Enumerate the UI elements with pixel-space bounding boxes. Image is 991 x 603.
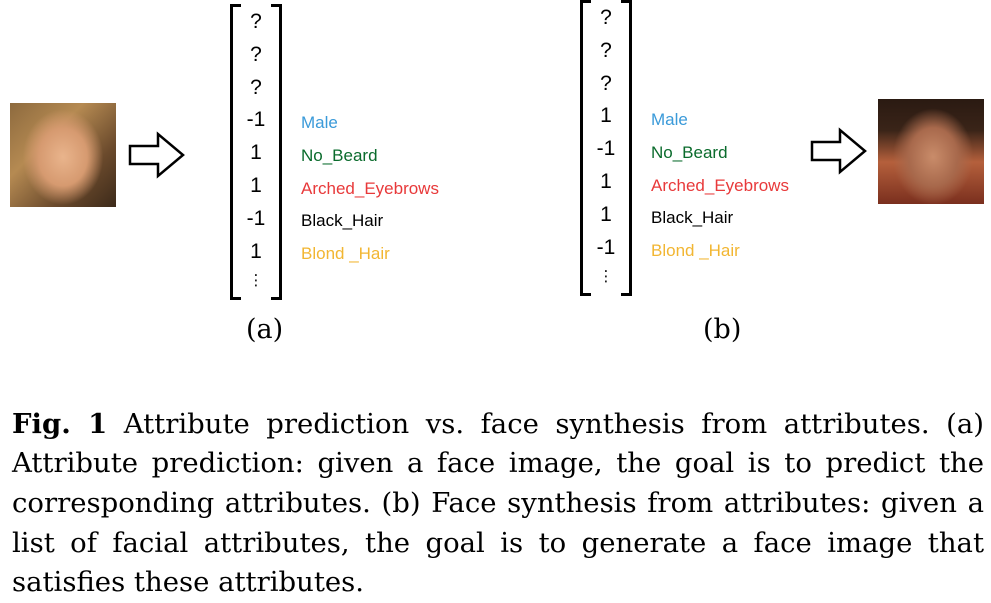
vector-value: -1 — [597, 232, 616, 265]
attribute-label: Male — [651, 104, 789, 137]
attribute-label: Male — [301, 107, 439, 140]
caption-lead: Fig. 1 — [12, 408, 107, 440]
attribute-label: Black_Hair — [651, 202, 789, 235]
synthesized-face-image — [878, 99, 984, 204]
attribute-label: Arched_Eyebrows — [651, 170, 789, 203]
right-arrow-icon — [128, 131, 186, 179]
vector-value: ? — [600, 2, 612, 35]
figure: ? ? ? -1 1 1 -1 1 ⋮ Male No_Beard Arched… — [0, 0, 991, 360]
vector-value: ? — [250, 39, 262, 72]
vector-value: 1 — [250, 170, 262, 203]
attribute-label: No_Beard — [301, 140, 439, 173]
attribute-label: Black_Hair — [301, 205, 439, 238]
vector-value: -1 — [247, 104, 266, 137]
vertical-ellipsis: ⋮ — [249, 268, 264, 292]
panel-label-b: (b) — [703, 314, 741, 345]
attribute-labels-a: Male No_Beard Arched_Eyebrows Black_Hair… — [301, 107, 439, 271]
vertical-ellipsis: ⋮ — [599, 264, 614, 288]
figure-caption: Fig. 1 Attribute prediction vs. face syn… — [12, 405, 984, 603]
attribute-label: Arched_Eyebrows — [301, 173, 439, 206]
vector-value: 1 — [600, 199, 612, 232]
input-face-image — [10, 103, 116, 207]
vector-value: ? — [250, 6, 262, 39]
panel-label-a: (a) — [246, 314, 283, 345]
vector-value: 1 — [250, 236, 262, 269]
caption-body: Attribute prediction vs. face synthesis … — [12, 408, 984, 599]
vector-value: -1 — [247, 203, 266, 236]
attribute-label: Blond _Hair — [301, 238, 439, 271]
vector-value: 1 — [250, 137, 262, 170]
attribute-vector-b: ? ? ? 1 -1 1 1 -1 ⋮ — [580, 0, 632, 296]
right-arrow-icon — [810, 127, 868, 175]
vector-value: ? — [600, 68, 612, 101]
attribute-label: No_Beard — [651, 137, 789, 170]
attribute-labels-b: Male No_Beard Arched_Eyebrows Black_Hair… — [651, 104, 789, 268]
vector-value: ? — [250, 72, 262, 105]
attribute-label: Blond _Hair — [651, 235, 789, 268]
vector-value: 1 — [600, 166, 612, 199]
vector-value: -1 — [597, 133, 616, 166]
attribute-vector-a: ? ? ? -1 1 1 -1 1 ⋮ — [230, 4, 282, 300]
vector-value: 1 — [600, 100, 612, 133]
vector-value: ? — [600, 35, 612, 68]
